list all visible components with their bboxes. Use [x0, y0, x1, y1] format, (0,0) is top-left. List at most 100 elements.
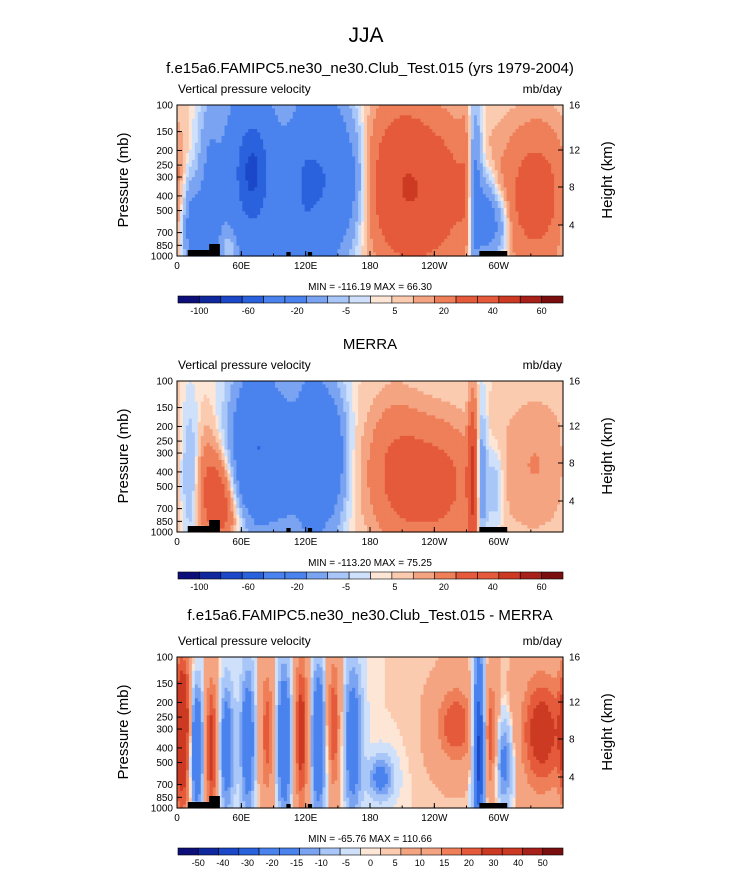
contour-cell: [340, 142, 344, 147]
contour-cell: [203, 135, 208, 140]
contour-cell: [414, 115, 419, 120]
contour-cell: [459, 146, 463, 151]
contour-cell: [429, 173, 433, 178]
contour-cell: [378, 139, 383, 144]
contour-cell: [266, 108, 270, 113]
contour-cell: [500, 105, 505, 110]
contour-cell: [500, 180, 505, 185]
contour-cell: [390, 180, 395, 185]
contour-cell: [197, 135, 202, 140]
contour-cell: [212, 163, 217, 168]
contour-cell: [435, 177, 439, 182]
contour-cell: [203, 118, 208, 123]
contour-cell: [429, 153, 433, 158]
contour-cell: [533, 146, 537, 151]
contour-cell: [441, 108, 445, 113]
contour-cell: [206, 129, 211, 134]
contour-cell: [476, 146, 481, 151]
contour-cell: [239, 187, 243, 192]
contour-cell: [179, 118, 184, 123]
contour-cell: [343, 153, 347, 158]
contour-cell: [188, 105, 193, 110]
contour-cell: [197, 173, 202, 178]
contour-cell: [212, 146, 217, 151]
contour-cell: [277, 122, 282, 127]
contour-cell: [212, 187, 217, 192]
contour-cell: [352, 108, 356, 113]
contour-cell: [557, 115, 561, 120]
contour-cell: [251, 122, 255, 127]
contour-cell: [515, 118, 520, 123]
contour-cell: [479, 122, 484, 127]
contour-cell: [248, 139, 252, 144]
contour-cell: [476, 132, 481, 137]
contour-cell: [191, 190, 196, 195]
contour-cell: [188, 159, 193, 164]
contour-cell: [396, 183, 401, 188]
contour-cell: [179, 105, 184, 110]
contour-cell: [251, 159, 255, 164]
contour-cell: [331, 108, 335, 113]
contour-cell: [346, 115, 350, 120]
contour-cell: [387, 146, 392, 151]
contour-cell: [533, 135, 537, 140]
contour-cell: [435, 108, 439, 113]
contour-cell: [542, 108, 546, 113]
contour-cell: [337, 118, 341, 123]
contour-cell: [370, 166, 374, 171]
contour-cell: [521, 125, 525, 130]
contour-cell: [209, 132, 214, 137]
contour-cell: [402, 177, 407, 182]
contour-cell: [533, 163, 537, 168]
contour-cell: [420, 156, 425, 161]
contour-cell: [191, 132, 196, 137]
contour-cell: [272, 142, 276, 147]
contour-cell: [343, 159, 347, 164]
contour-cell: [277, 170, 282, 175]
contour-cell: [188, 135, 193, 140]
contour-cell: [224, 163, 229, 168]
contour-cell: [467, 153, 472, 158]
contour-cell: [497, 149, 502, 154]
contour-cell: [280, 180, 285, 185]
contour-cell: [242, 159, 246, 164]
contour-cell: [441, 132, 445, 137]
contour-cell: [367, 129, 371, 134]
contour-cell: [227, 142, 232, 147]
contour-cell: [473, 183, 478, 188]
contour-cell: [482, 149, 487, 154]
contour-cell: [215, 111, 220, 116]
contour-cell: [539, 170, 543, 175]
contour-cell: [473, 166, 478, 171]
contour-cell: [328, 125, 332, 130]
contour-cell: [485, 111, 490, 116]
contour-cell: [557, 163, 561, 168]
contour-cell: [462, 180, 466, 185]
contour-cell: [381, 156, 386, 161]
contour-cell: [524, 187, 528, 192]
contour-cell: [209, 166, 214, 171]
contour-cell: [396, 135, 401, 140]
contour-cell: [295, 135, 300, 140]
contour-cell: [179, 173, 184, 178]
contour-cell: [426, 149, 430, 154]
contour-cell: [539, 108, 543, 113]
contour-cell: [393, 180, 398, 185]
contour-cell: [438, 166, 442, 171]
contour-cell: [274, 135, 279, 140]
contour-cell: [429, 146, 433, 151]
contour-cell: [384, 163, 389, 168]
contour-cell: [310, 122, 315, 127]
contour-cell: [494, 183, 499, 188]
contour-cell: [292, 146, 297, 151]
contour-cell: [286, 166, 291, 171]
contour-cell: [212, 153, 217, 158]
contour-cell: [367, 146, 371, 151]
contour-cell: [444, 111, 448, 116]
contour-cell: [459, 153, 463, 158]
contour-cell: [438, 156, 442, 161]
contour-cell: [417, 122, 422, 127]
contour-cell: [387, 125, 392, 130]
contour-cell: [548, 173, 552, 178]
contour-cell: [179, 111, 184, 116]
